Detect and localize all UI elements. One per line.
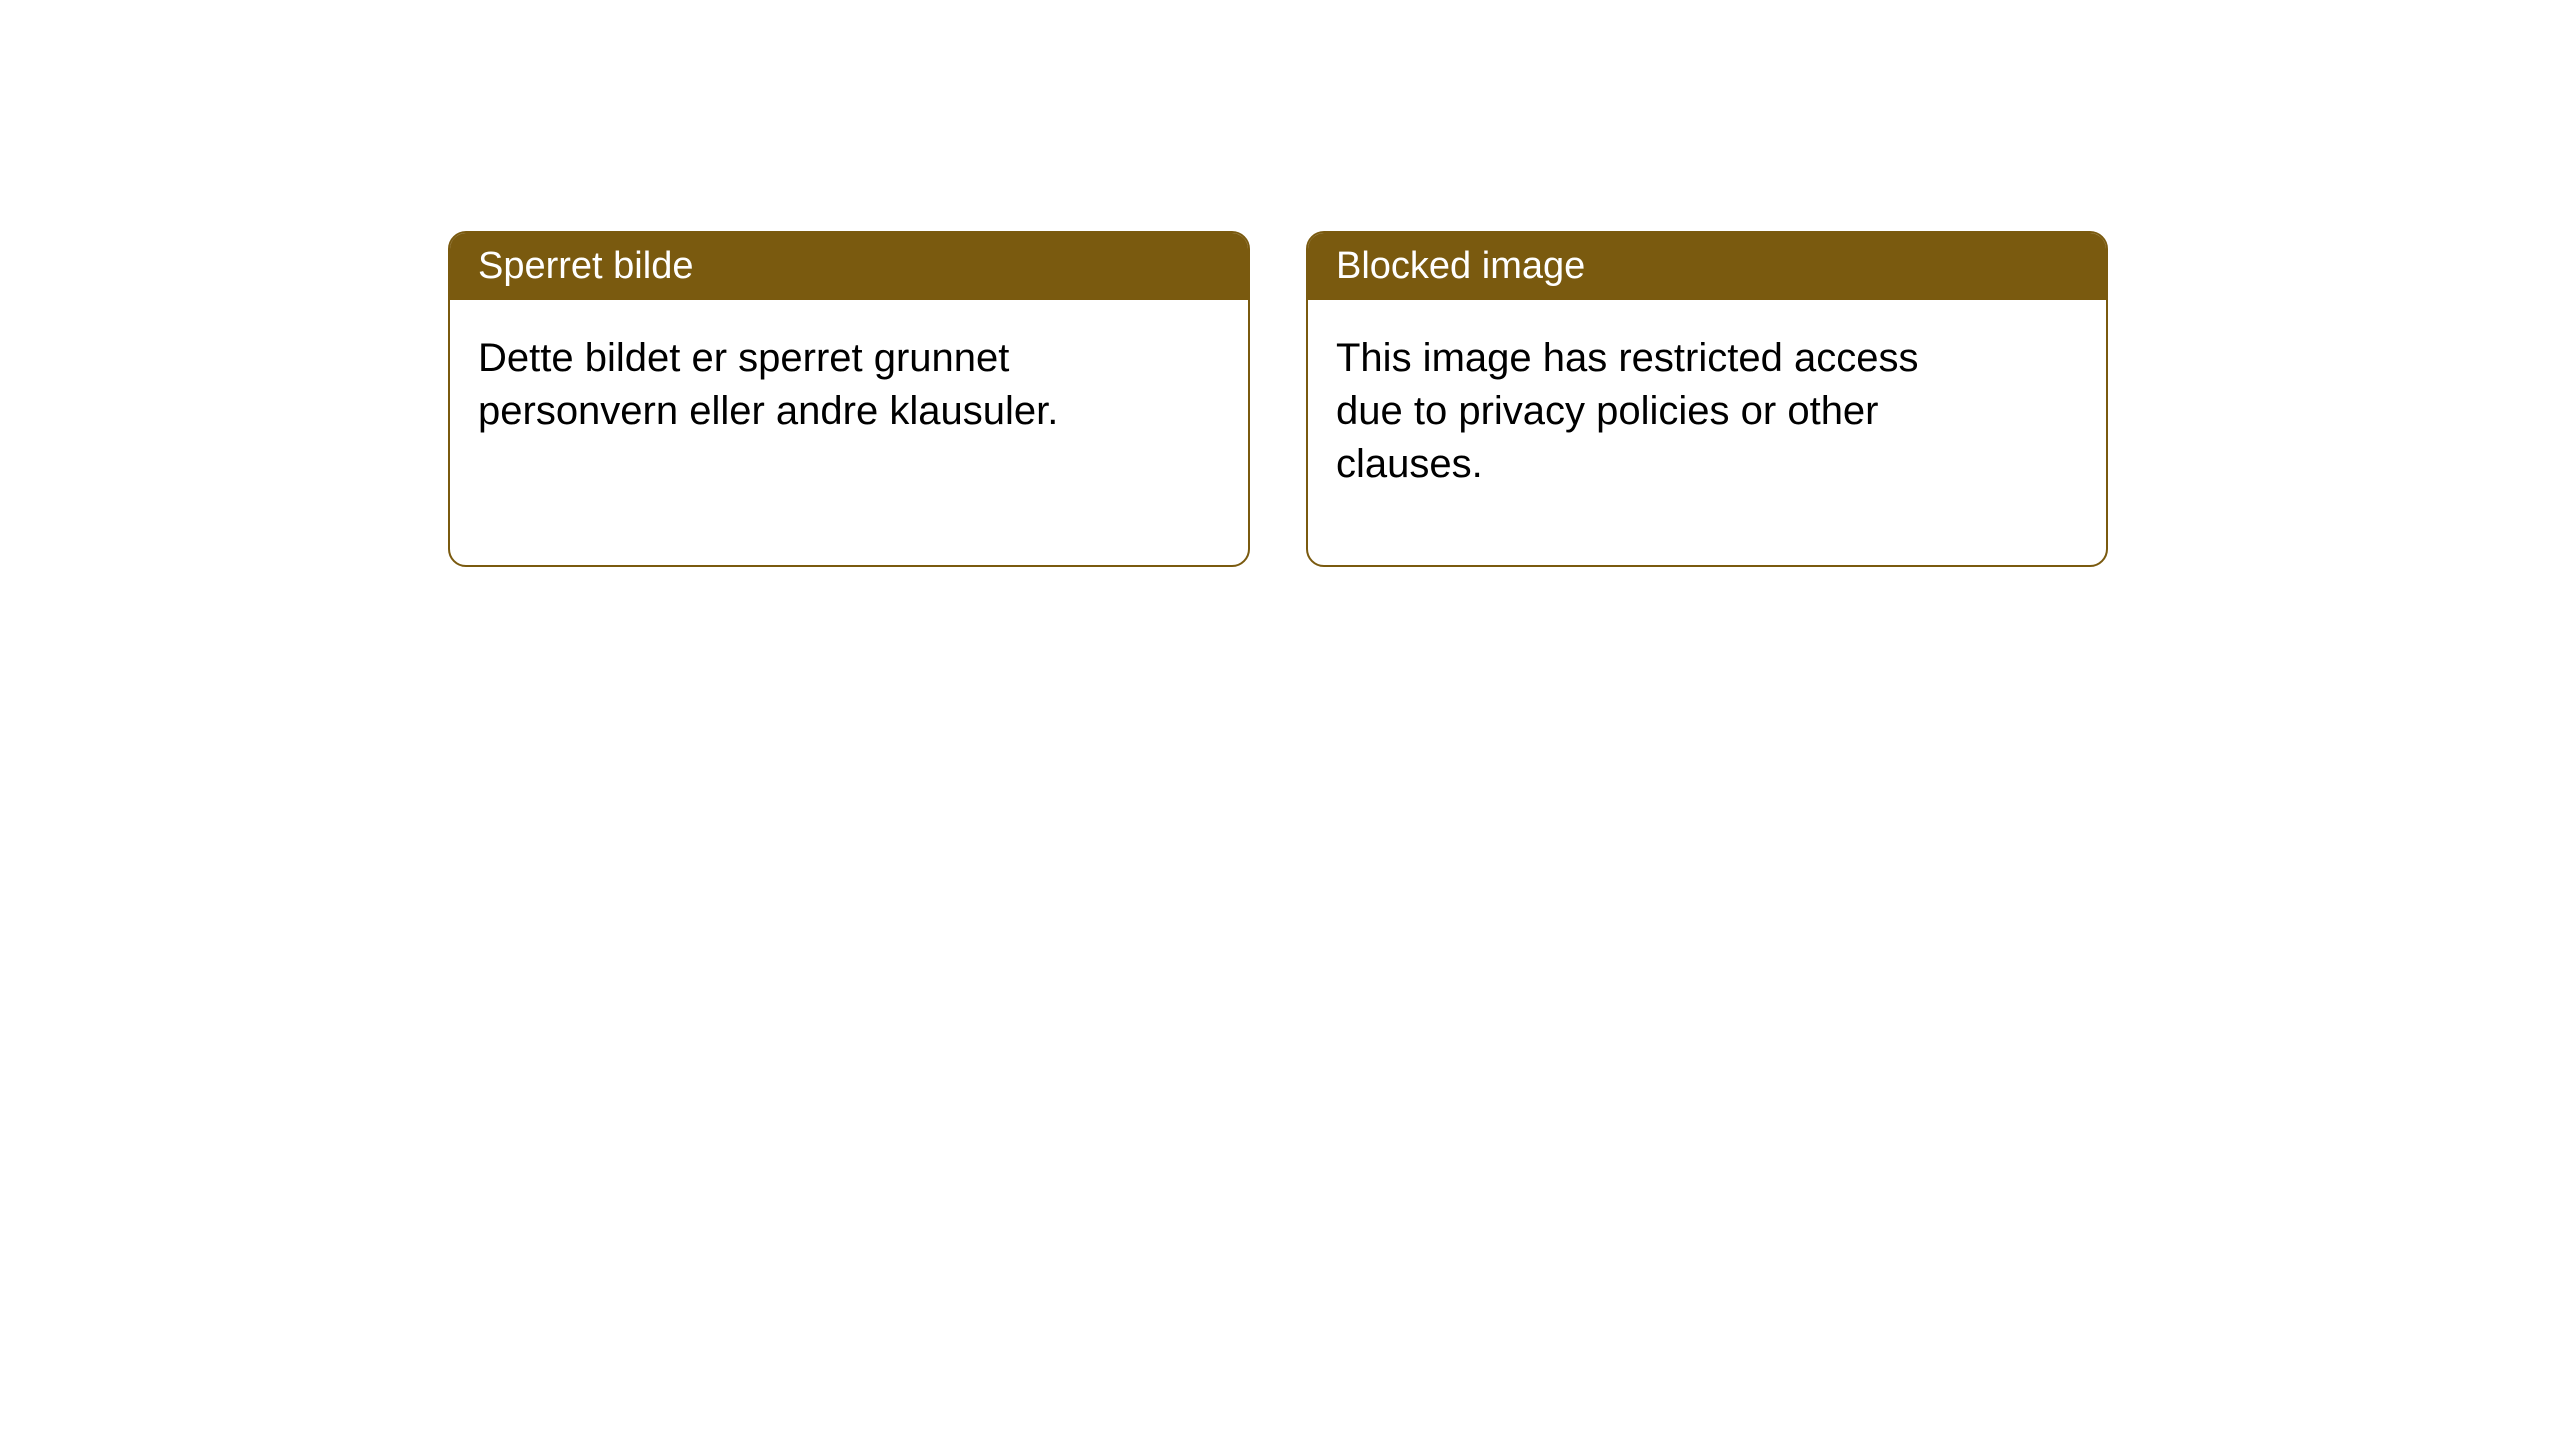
notice-card-body: Dette bildet er sperret grunnet personve…	[450, 300, 1130, 470]
notice-cards-container: Sperret bilde Dette bildet er sperret gr…	[0, 0, 2560, 567]
notice-card-norwegian: Sperret bilde Dette bildet er sperret gr…	[448, 231, 1250, 567]
notice-card-title: Blocked image	[1308, 233, 2106, 300]
notice-card-title: Sperret bilde	[450, 233, 1248, 300]
notice-card-body: This image has restricted access due to …	[1308, 300, 1988, 524]
notice-card-english: Blocked image This image has restricted …	[1306, 231, 2108, 567]
